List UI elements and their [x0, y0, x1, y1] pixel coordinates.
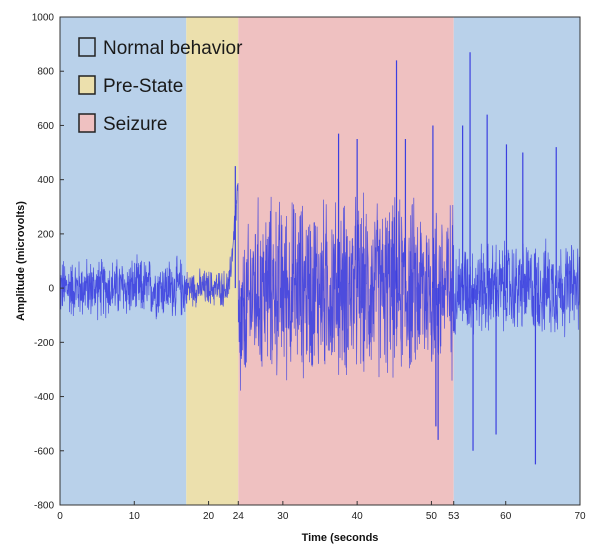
y-tick-label: -200 — [34, 338, 54, 349]
legend: Normal behavior Pre-State Seizure — [78, 37, 243, 135]
legend-swatch — [78, 113, 96, 133]
x-tick-label: 50 — [426, 511, 438, 522]
y-tick-label: -400 — [34, 392, 54, 403]
x-tick-label: 20 — [203, 511, 215, 522]
signal-line — [59, 182, 581, 391]
legend-label: Seizure — [103, 114, 167, 135]
plot-frame — [59, 16, 581, 506]
legend-label: Normal behavior — [103, 38, 243, 59]
x-axis-label: Time (seconds — [302, 532, 379, 544]
y-tick-label: 0 — [48, 284, 54, 295]
y-tick-label: 600 — [37, 121, 54, 132]
legend-label: Pre-State — [103, 76, 183, 97]
region-band-0 — [60, 17, 187, 505]
x-tick-label: 30 — [277, 511, 289, 522]
region-band-3 — [453, 17, 580, 505]
x-tick-label: 70 — [574, 511, 586, 522]
x-tick-label: 0 — [57, 511, 63, 522]
x-tick-label: 40 — [352, 511, 364, 522]
signal-trace — [59, 52, 581, 465]
legend-swatch — [78, 75, 96, 95]
x-tick-label: 60 — [500, 511, 512, 522]
y-axis-label: Amplitude (microvolts) — [15, 201, 27, 321]
y-tick-label: -800 — [34, 501, 54, 512]
region-band-1 — [186, 17, 239, 505]
x-tick-label: 10 — [129, 511, 141, 522]
y-tick-label: 800 — [37, 67, 54, 78]
x-tick-label: 53 — [448, 511, 460, 522]
x-tick-label: 24 — [233, 511, 245, 522]
y-tick-label: 400 — [37, 175, 54, 186]
y-tick-label: 200 — [37, 229, 54, 240]
y-tick-label: 1000 — [32, 13, 55, 24]
y-tick-label: -600 — [34, 446, 54, 457]
legend-swatch — [78, 37, 96, 57]
